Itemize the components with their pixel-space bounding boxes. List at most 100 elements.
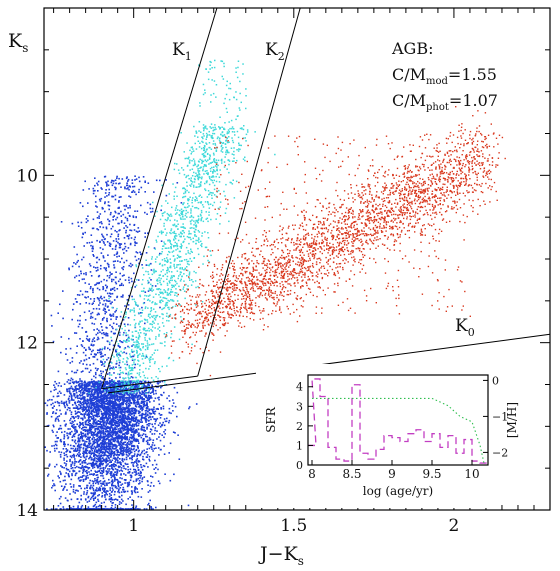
scatter-point [107, 357, 110, 359]
scatter-point [61, 402, 63, 404]
scatter-point [110, 447, 112, 450]
scatter-point [100, 323, 102, 325]
scatter-point [155, 408, 158, 410]
scatter-point [143, 508, 146, 510]
scatter-point [88, 393, 90, 395]
scatter-point [121, 470, 124, 472]
scatter-point [149, 499, 151, 502]
scatter-point [120, 388, 123, 391]
scatter-point [118, 325, 120, 327]
scatter-point [93, 439, 95, 441]
scatter-point [141, 414, 143, 416]
scatter-point [109, 399, 111, 402]
scatter-point [126, 415, 129, 418]
scatter-point [147, 439, 149, 442]
scatter-point [105, 444, 108, 446]
scatter-point [101, 448, 103, 450]
scatter-point [71, 415, 73, 418]
scatter-point [118, 177, 120, 180]
scatter-point [173, 386, 176, 389]
scatter-point [164, 429, 167, 431]
scatter-point [128, 398, 130, 400]
scatter-point [169, 479, 172, 482]
scatter-point [96, 397, 99, 399]
scatter-point [89, 271, 92, 273]
scatter-point [103, 489, 106, 491]
scatter-point [153, 485, 155, 487]
scatter-point [132, 410, 134, 413]
scatter-point [69, 392, 71, 394]
scatter-point [76, 253, 78, 256]
scatter-point [112, 401, 115, 403]
scatter-point [110, 452, 113, 454]
scatter-point [142, 400, 145, 402]
scatter-point [133, 423, 136, 426]
scatter-point [100, 372, 103, 375]
scatter-point [84, 399, 86, 402]
scatter-point [146, 419, 148, 421]
scatter-point [100, 451, 102, 453]
scatter-point [133, 238, 136, 241]
scatter-point [114, 416, 117, 418]
scatter-point [126, 428, 128, 431]
scatter-point [102, 256, 105, 259]
scatter-point [120, 404, 122, 407]
scatter-point [79, 422, 82, 424]
scatter-point [110, 289, 112, 291]
scatter-point [138, 434, 141, 436]
scatter-point [88, 340, 90, 342]
scatter-point [117, 439, 119, 441]
scatter-point [73, 433, 75, 436]
scatter-point [124, 347, 127, 349]
scatter-point [99, 434, 102, 436]
scatter-point [137, 477, 139, 480]
scatter-point [119, 407, 121, 409]
scatter-point [63, 394, 66, 396]
scatter-point [78, 362, 81, 364]
scatter-point [93, 445, 96, 448]
scatter-point [129, 457, 131, 459]
scatter-point [110, 424, 113, 427]
scatter-point [99, 450, 101, 452]
scatter-point [114, 186, 116, 189]
scatter-point [106, 388, 109, 390]
scatter-point [111, 490, 113, 493]
scatter-point [112, 457, 115, 460]
scatter-point [114, 198, 117, 201]
scatter-point [97, 465, 100, 468]
scatter-point [87, 388, 90, 390]
scatter-point [107, 204, 110, 207]
scatter-point [117, 491, 119, 493]
scatter-point [55, 434, 57, 437]
scatter-point [117, 392, 120, 395]
scatter-point [96, 328, 98, 330]
scatter-point [109, 324, 111, 326]
scatter-point [78, 470, 81, 472]
scatter-point [101, 451, 103, 453]
scatter-point [62, 479, 65, 482]
scatter-point [125, 225, 127, 227]
scatter-point [65, 472, 67, 474]
scatter-point [146, 213, 148, 215]
scatter-point [72, 470, 75, 473]
scatter-point [102, 481, 104, 483]
scatter-point [117, 482, 119, 485]
scatter-point [128, 279, 130, 281]
scatter-point [87, 508, 90, 510]
scatter-point [139, 405, 142, 407]
scatter-point [84, 380, 86, 383]
scatter-point [156, 386, 158, 388]
scatter-point [102, 416, 104, 419]
scatter-point [96, 392, 98, 395]
scatter-point [86, 432, 89, 435]
scatter-point [124, 397, 126, 399]
scatter-point [82, 391, 85, 393]
scatter-point [117, 437, 120, 440]
scatter-point [129, 399, 131, 402]
scatter-point [144, 236, 146, 238]
scatter-point [110, 442, 113, 444]
scatter-point [108, 402, 110, 405]
scatter-point [160, 386, 162, 389]
scatter-point [112, 414, 114, 416]
scatter-point [81, 387, 84, 389]
